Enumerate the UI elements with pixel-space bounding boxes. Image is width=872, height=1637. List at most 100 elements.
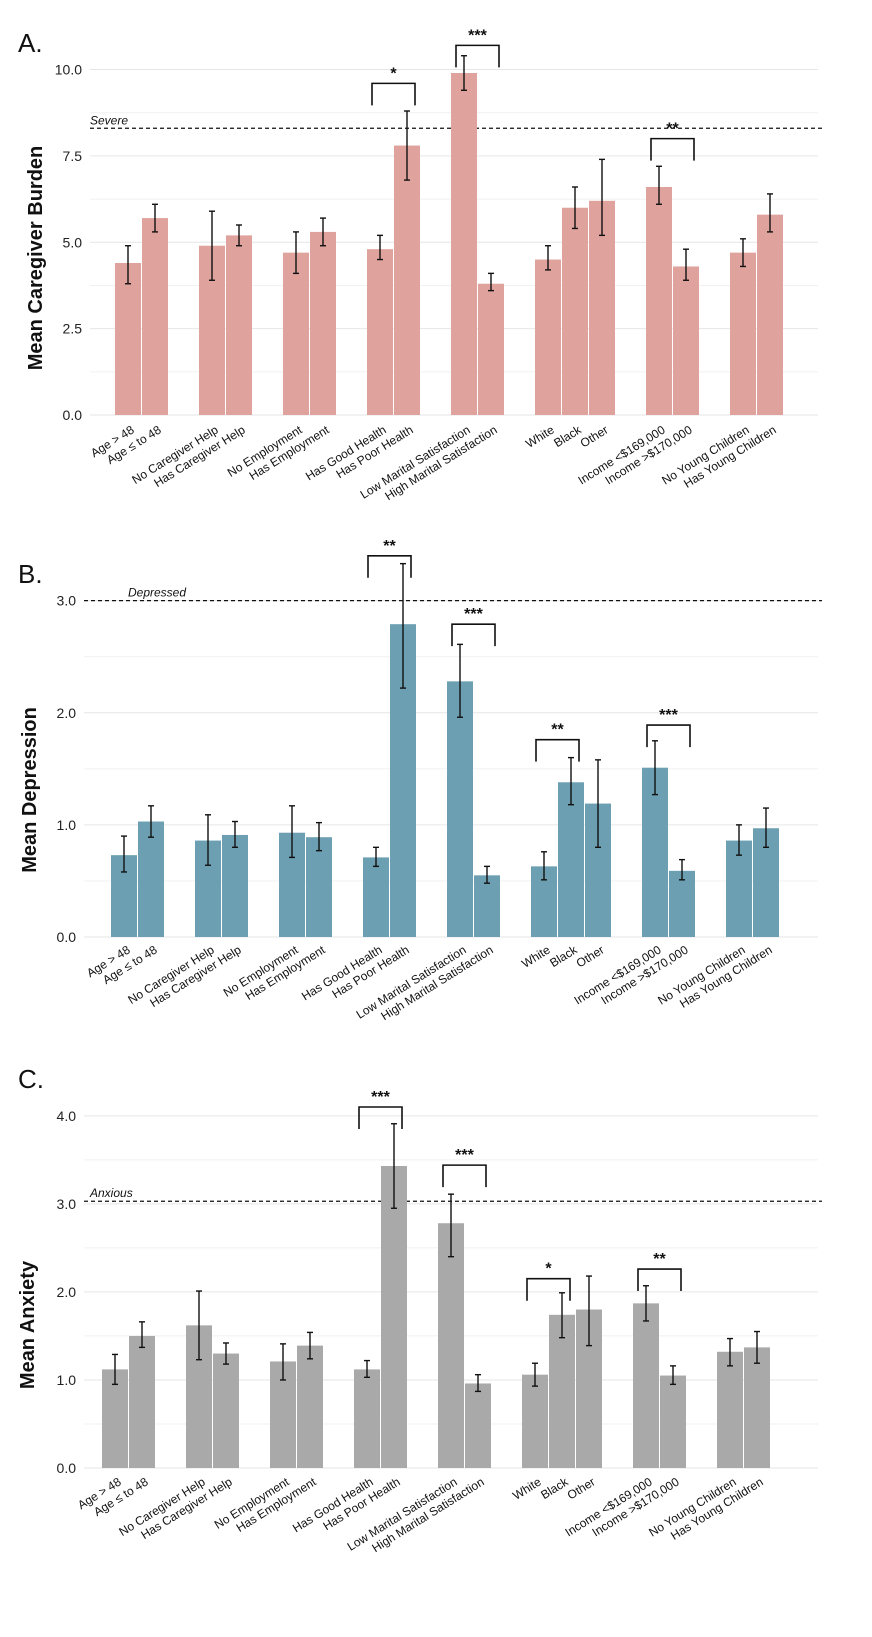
bar [522,1374,548,1468]
error-bar [763,807,769,849]
error-bar [572,186,578,230]
error-bar [364,1359,370,1379]
category-label: White [510,1475,544,1503]
error-bar [643,1285,649,1322]
y-tick-label: 1.0 [57,1372,77,1388]
significance-bracket: ** [367,538,412,578]
y-tick-label: 5.0 [63,234,83,250]
bar [474,875,500,937]
error-bar [670,1365,676,1386]
error-bar [223,1342,229,1365]
significance-label: ** [666,121,679,138]
bar [381,1166,407,1468]
error-bar [121,835,127,873]
error-bar [679,858,685,881]
panel-letter: C. [18,1064,44,1094]
error-bar [586,1275,592,1347]
y-tick-label: 10.0 [55,62,82,78]
bar [717,1351,743,1468]
bar [363,857,389,937]
significance-bracket: *** [358,1089,403,1130]
y-tick-label: 0.0 [57,1460,77,1476]
bar [642,767,668,937]
bar [102,1369,128,1468]
bar [310,231,336,415]
error-bar [545,245,551,271]
significance-label: *** [464,606,483,623]
y-tick-label: 2.0 [57,1284,77,1300]
significance-bracket: * [371,65,416,106]
significance-label: *** [371,1089,390,1106]
error-bar [488,272,494,292]
bar [222,834,248,937]
bar [438,1223,464,1468]
bar [129,1335,155,1468]
error-bar [541,851,547,881]
y-tick-label: 3.0 [57,1196,77,1212]
bracket-line [367,554,412,578]
y-tick-label: 2.0 [57,705,77,721]
bar [138,821,164,937]
error-bar [532,1362,538,1387]
error-bar [767,193,773,233]
error-bar [205,814,211,866]
category-label: Black [551,422,584,450]
significance-label: * [545,1261,552,1278]
error-bar [125,245,131,285]
error-bar [740,238,746,268]
significance-label: *** [468,27,487,44]
error-bar [475,1373,481,1393]
bar [673,266,699,415]
bar [367,249,393,415]
bar [142,218,168,415]
bar [283,252,309,415]
error-bar [209,210,215,281]
error-bar [377,234,383,261]
error-bar [373,846,379,868]
reference-line-label: Depressed [128,586,186,600]
error-bar [754,1330,760,1364]
bar [646,187,672,415]
significance-bracket: *** [451,606,496,647]
error-bar [112,1353,118,1386]
y-tick-label: 2.5 [63,321,83,337]
reference-line-label: Severe [90,113,128,127]
bracket-line [646,724,691,748]
error-bar [196,1290,202,1361]
reference-line-label: Anxious [89,1186,133,1200]
significance-label: *** [455,1147,474,1164]
bar [297,1345,323,1468]
bar [757,214,783,415]
category-label: Black [547,942,580,970]
chart-panel-1: A. Mean Caregiver Burden 0.0 2.5 5.0 7.5 10.0 S… [18,27,822,503]
significance-bracket: ** [637,1251,682,1292]
error-bar [148,805,154,838]
category-label: Black [538,1474,571,1502]
significance-bracket: *** [455,27,500,68]
bracket-line [650,137,695,161]
y-tick-label: 0.0 [63,407,83,423]
error-bar [307,1331,313,1360]
significance-bracket: * [526,1261,571,1301]
error-bar [448,1193,454,1258]
error-bar [236,224,242,247]
y-axis-label: Mean Depression [19,707,41,873]
y-tick-label: 7.5 [63,148,83,164]
error-bar [484,865,490,884]
y-tick-label: 4.0 [57,1108,77,1124]
bracket-line [358,1106,403,1130]
error-bar [404,110,410,181]
bar [730,252,756,415]
error-bar [595,759,601,849]
error-bar [320,217,326,247]
significance-bracket: ** [535,722,580,762]
bar [478,283,504,415]
bar [744,1347,770,1468]
bracket-line [535,738,580,762]
y-tick-label: 3.0 [57,593,77,609]
panel-letter: A. [18,28,43,58]
bar [465,1383,491,1468]
bar [447,681,473,937]
